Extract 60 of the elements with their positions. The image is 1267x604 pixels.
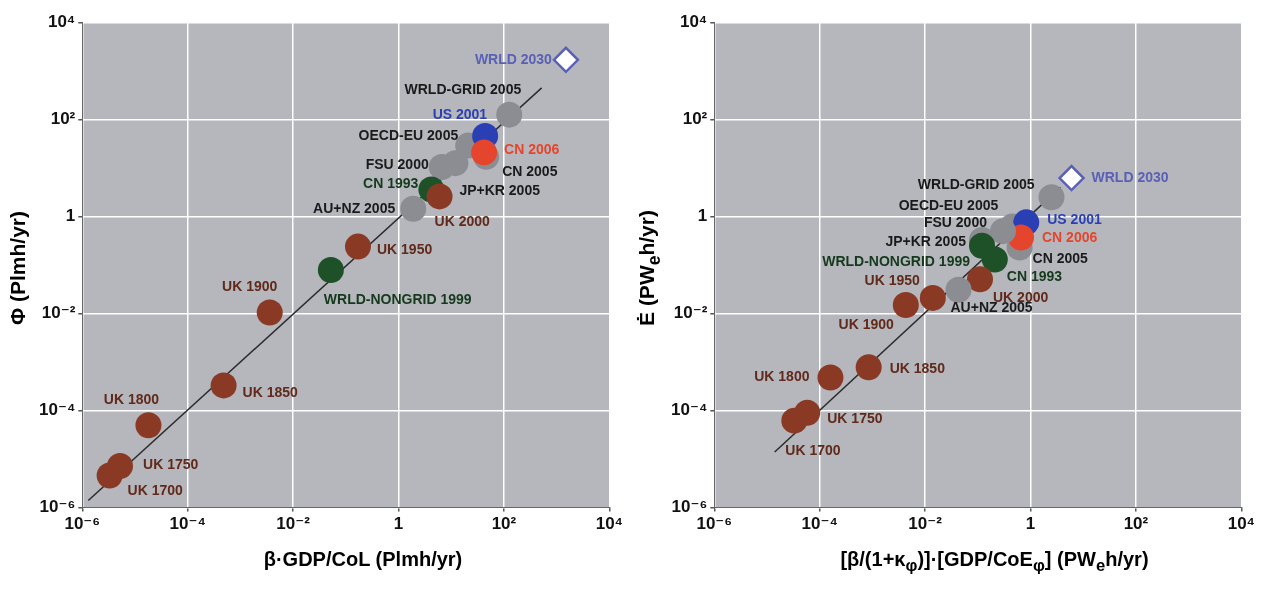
y-tick-label: 1 xyxy=(65,206,76,226)
x-tick-label: 10⁻⁶ xyxy=(695,514,732,534)
series-label: CN 1993 xyxy=(363,175,419,192)
series-label: WRLD 2030 xyxy=(1091,168,1169,185)
series-label: UK 1800 xyxy=(103,391,160,408)
x-tick-label: 10⁴ xyxy=(595,514,624,534)
series-label: FSU 2000 xyxy=(365,155,429,172)
y-tick-label: 10⁻⁶ xyxy=(671,497,707,517)
series-label: WRLD-NONGRID 1999 xyxy=(821,252,970,269)
series-label: UK 1750 xyxy=(143,455,199,472)
series-label: JP+KR 2005 xyxy=(459,182,541,199)
y-tick-label: 1 xyxy=(697,206,707,226)
y-tick-label: 10⁴ xyxy=(679,12,707,32)
series-label: UK 2000 xyxy=(434,213,490,230)
series-label: CN 2005 xyxy=(502,162,558,179)
series-label: UK 1900 xyxy=(222,278,278,295)
series-label: UK 1950 xyxy=(376,241,433,258)
x-tick-label: 10⁻⁶ xyxy=(64,514,101,534)
series-label: UK 1800 xyxy=(753,368,810,385)
x-tick-label: 10⁴ xyxy=(1227,514,1255,534)
series-label: UK 1850 xyxy=(889,360,945,377)
series-label: OECD-EU 2005 xyxy=(898,197,998,214)
x-tick-label: 10⁻² xyxy=(276,514,311,534)
series-label: OECD-EU 2005 xyxy=(358,127,459,144)
x-tick-label: 10² xyxy=(491,514,517,534)
series-label: UK 1750 xyxy=(826,409,883,426)
x-axis-title: β·GDP/CoL (Plmh/yr) xyxy=(262,548,464,571)
series-label: UK 1700 xyxy=(127,482,184,499)
series-label: CN 2006 xyxy=(1041,229,1097,246)
series-label: WRLD-NONGRID 1999 xyxy=(323,290,472,307)
series-label: UK 1700 xyxy=(784,441,841,458)
x-tick-label: 10⁻⁴ xyxy=(801,514,838,534)
series-label: CN 2006 xyxy=(504,141,560,158)
series-label: AU+NZ 2005 xyxy=(313,199,396,216)
y-tick-label: 10² xyxy=(50,109,76,129)
series-label: UK 1850 xyxy=(242,384,299,401)
x-axis-title: [β/(1+κ$_{φ}$)]·[GDP/CoE$_{φ}$] (PW$_{e}$h/yr) xyxy=(839,548,1150,576)
y-tick-label: 10⁻⁶ xyxy=(39,497,76,517)
y-tick-label: 10² xyxy=(682,109,708,129)
y-tick-label: 10⁻⁴ xyxy=(670,400,707,420)
series-label: WRLD-GRID 2005 xyxy=(404,80,522,97)
series-label: US 2001 xyxy=(432,105,488,122)
x-tick-label: 1 xyxy=(393,514,404,534)
x-tick-label: 10² xyxy=(1123,514,1149,534)
y-axis-title: Φ (Plmh/yr) xyxy=(6,210,30,326)
y-tick-label: 10⁻⁴ xyxy=(38,400,76,420)
y-tick-label: 10⁻² xyxy=(673,303,708,323)
series-label: UK 1950 xyxy=(864,271,920,288)
y-tick-label: 10⁴ xyxy=(47,12,76,32)
series-label: CN 1993 xyxy=(1006,268,1062,285)
series-label: JP+KR 2005 xyxy=(884,232,966,249)
series-label: WRLD-GRID 2005 xyxy=(917,176,1035,193)
series-label: US 2001 xyxy=(1046,211,1102,228)
x-tick-label: 1 xyxy=(1025,514,1035,534)
y-tick-label: 10⁻² xyxy=(41,303,76,323)
series-label: UK 1900 xyxy=(838,315,894,332)
series-label: CN 2005 xyxy=(1032,250,1088,267)
x-tick-label: 10⁻² xyxy=(907,514,942,534)
x-tick-label: 10⁻⁴ xyxy=(169,514,206,534)
series-label: FSU 2000 xyxy=(923,214,987,230)
